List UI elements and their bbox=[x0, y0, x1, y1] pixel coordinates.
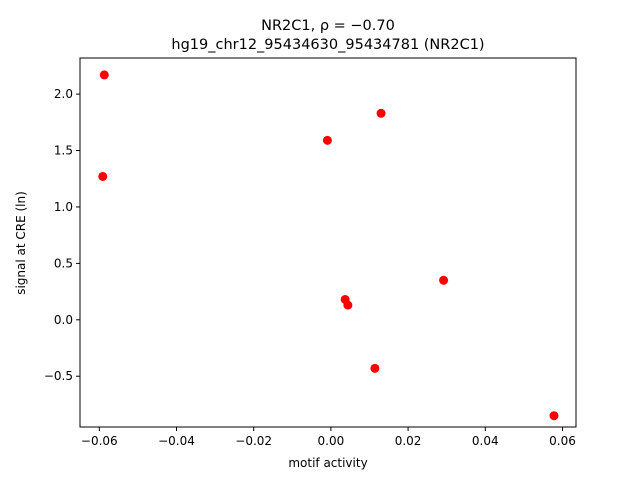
x-axis-label: motif activity bbox=[288, 456, 367, 470]
data-point bbox=[376, 108, 386, 118]
y-tick-label: −0.5 bbox=[44, 369, 73, 383]
y-axis-label: signal at CRE (ln) bbox=[14, 191, 28, 295]
y-tick-label: 1.0 bbox=[54, 200, 73, 214]
x-tick-label: 0.04 bbox=[472, 434, 499, 448]
x-tick-label: 0.00 bbox=[318, 434, 345, 448]
y-axis: −0.5 0.0 0.5 1.0 1.5 2.0 bbox=[44, 87, 80, 383]
x-tick-label: 0.02 bbox=[395, 434, 422, 448]
data-point bbox=[549, 411, 559, 421]
data-point bbox=[439, 275, 449, 285]
data-point bbox=[98, 171, 108, 181]
y-tick-label: 0.5 bbox=[54, 256, 73, 270]
x-axis: −0.06 −0.04 −0.02 0.00 0.02 0.04 0.06 bbox=[81, 427, 576, 448]
x-tick-label: −0.04 bbox=[158, 434, 195, 448]
x-tick-label: −0.02 bbox=[235, 434, 272, 448]
data-point bbox=[370, 363, 380, 373]
data-point bbox=[343, 300, 353, 310]
y-tick-label: 0.0 bbox=[54, 313, 73, 327]
chart-title: NR2C1, ρ = −0.70 bbox=[261, 18, 395, 34]
y-tick-label: 2.0 bbox=[54, 87, 73, 101]
y-tick-label: 1.5 bbox=[54, 144, 73, 158]
plot-frame bbox=[79, 57, 577, 428]
plot-area bbox=[98, 70, 559, 421]
x-tick-label: 0.06 bbox=[549, 434, 576, 448]
data-point bbox=[322, 135, 332, 145]
chart-subtitle: hg19_chr12_95434630_95434781 (NR2C1) bbox=[171, 37, 484, 53]
data-point bbox=[99, 70, 109, 80]
x-tick-label: −0.06 bbox=[81, 434, 118, 448]
